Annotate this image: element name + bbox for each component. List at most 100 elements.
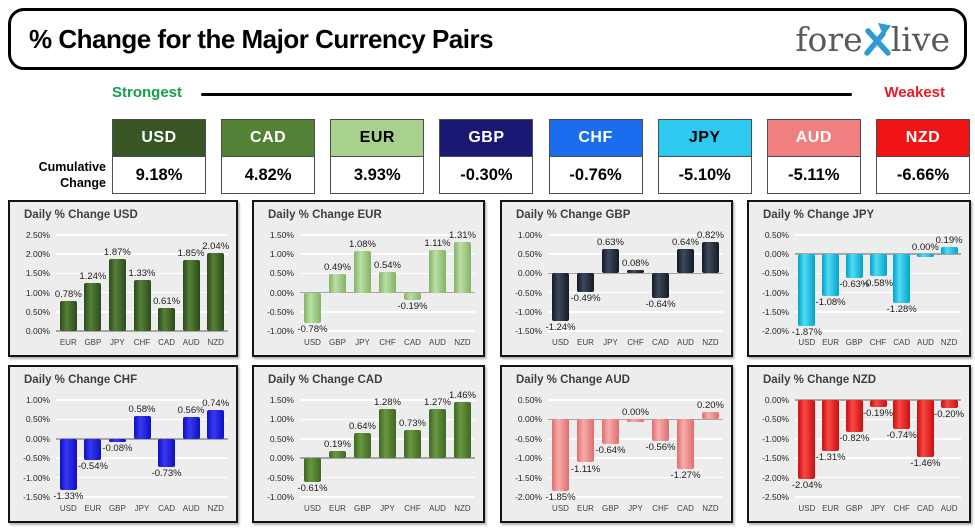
gridline: [300, 330, 475, 332]
strength-scale-line: [201, 93, 852, 96]
bar-value-label: 0.82%: [697, 229, 724, 241]
x-axis-label: AUD: [182, 338, 200, 347]
zero-gridline: [300, 457, 475, 459]
y-axis-tick-label: -0.50%: [515, 433, 542, 444]
bar-jpy-cad: [893, 254, 911, 304]
bar-nzd-aud: [940, 400, 958, 408]
cumulative-box-cad: CAD 4.82%: [221, 119, 316, 194]
gridline: [548, 234, 723, 236]
gridline: [548, 330, 723, 332]
plot-area-aud: [548, 399, 723, 498]
chart-title-chf: Daily % Change CHF: [24, 374, 138, 386]
y-axis-tick-label: 1.00%: [269, 414, 294, 425]
y-axis-tick-label: 1.00%: [517, 230, 542, 240]
bar-gbp-chf: [627, 270, 644, 274]
y-axis-tick-label: -1.00%: [515, 306, 542, 317]
x-axis-label: NZD: [207, 338, 224, 347]
bar-value-label: 1.28%: [374, 396, 401, 408]
currency-code-nzd: NZD: [876, 120, 969, 156]
y-axis-tick-label: 0.00%: [25, 433, 50, 444]
y-axis-tick-label: -1.50%: [23, 492, 50, 502]
bar-value-label: -0.54%: [77, 460, 108, 472]
zero-gridline: [56, 330, 228, 332]
x-axis-label: AUD: [916, 338, 934, 347]
cumulative-box-aud: AUD -5.11%: [766, 119, 861, 194]
bar-eur-usd: [304, 292, 321, 323]
chart-panel-eur: Daily % Change EUR 1.50% 1.00% 0.50% 0.00% -0…: [252, 200, 485, 357]
y-axis-tick-label: 0.00%: [25, 326, 50, 336]
gridline: [56, 476, 228, 479]
y-axis-tick-label: -1.50%: [762, 306, 789, 317]
gridline: [300, 253, 475, 255]
bar-eur-cad: [404, 292, 421, 300]
x-axis-label: EUR: [329, 504, 346, 513]
bar-eur-jpy: [354, 251, 371, 293]
bar-value-label: -0.74%: [886, 429, 917, 441]
gridline: [795, 438, 961, 440]
bar-value-label: -0.49%: [570, 293, 601, 305]
gridline: [300, 234, 475, 236]
gridline: [56, 496, 228, 498]
y-axis-tick-label: 0.50%: [764, 230, 789, 240]
cumulative-value-jpy: -5.10%: [658, 156, 751, 193]
gridline: [56, 234, 228, 236]
chart-panel-cad: Daily % Change CAD 1.50% 1.00% 0.50% 0.00% -0…: [252, 365, 485, 523]
bar-value-label: -1.33%: [53, 491, 84, 503]
y-axis-tick-label: -0.50%: [23, 453, 50, 464]
plot-area-eur: [300, 234, 475, 332]
bar-jpy-nzd: [940, 246, 958, 255]
cumulative-box-chf: CHF -0.76%: [548, 119, 643, 194]
bar-value-label: -1.28%: [886, 304, 917, 316]
x-axis-label: CAD: [652, 338, 669, 347]
y-axis-tick-label: -1.00%: [515, 453, 542, 464]
bar-cad-usd: [304, 458, 321, 482]
y-axis-tick-label: -1.00%: [267, 326, 294, 336]
bar-value-label: 1.85%: [177, 248, 205, 259]
y-axis-tick-label: -2.00%: [762, 472, 789, 483]
cumulative-value-gbp: -0.30%: [440, 156, 533, 193]
chart-title-cad: Daily % Change CAD: [268, 374, 383, 386]
y-axis-tick-label: -2.00%: [762, 326, 789, 336]
bar-value-label: 0.64%: [672, 236, 699, 248]
cumulative-value-aud: -5.11%: [767, 156, 860, 193]
x-axis-label: AUD: [182, 504, 200, 513]
x-axis-label: EUR: [577, 338, 594, 347]
bar-cad-chf: [404, 429, 421, 459]
bar-value-label: -0.64%: [645, 299, 676, 310]
bar-value-label: 0.20%: [697, 399, 724, 411]
bar-usd-cad: [158, 307, 176, 331]
bar-value-label: -1.24%: [545, 322, 576, 333]
x-axis-label: JPY: [134, 504, 150, 513]
y-axis-tick-label: -0.50%: [762, 268, 789, 279]
gridline: [300, 476, 475, 479]
strongest-label: Strongest: [112, 84, 183, 101]
bar-cad-nzd: [454, 401, 471, 459]
x-axis-label: EUR: [577, 504, 594, 513]
bar-value-label: -1.27%: [670, 469, 701, 481]
x-axis-label: CHF: [133, 338, 151, 347]
gridline: [548, 311, 723, 313]
x-axis-label: GBP: [845, 504, 863, 513]
x-axis-label: CAD: [158, 338, 176, 347]
y-axis-tick-label: 0.50%: [269, 268, 294, 279]
bar-value-label: 0.61%: [153, 295, 181, 307]
y-axis-tick-label: -1.50%: [515, 472, 542, 483]
bar-value-label: -1.87%: [791, 327, 822, 338]
bar-value-label: 0.58%: [128, 404, 156, 416]
bar-usd-gbp: [84, 283, 102, 331]
bar-value-label: 0.78%: [54, 289, 82, 300]
bar-value-label: -0.73%: [151, 468, 182, 480]
bar-value-label: 0.54%: [374, 259, 401, 271]
gridline: [795, 496, 961, 498]
x-axis-label: CAD: [916, 504, 934, 513]
x-axis-label: CAD: [893, 338, 911, 347]
x-axis-label: NZD: [702, 338, 719, 347]
forexlive-logo: fore live: [795, 20, 950, 59]
currency-code-usd: USD: [113, 120, 205, 156]
x-axis-label: CHF: [652, 504, 669, 513]
bar-value-label: -0.08%: [102, 442, 133, 454]
bar-cad-aud: [429, 408, 446, 459]
gridline: [56, 399, 228, 401]
y-axis-tick-label: -1.50%: [515, 326, 542, 336]
y-axis-tick-label: 1.00%: [269, 249, 294, 260]
